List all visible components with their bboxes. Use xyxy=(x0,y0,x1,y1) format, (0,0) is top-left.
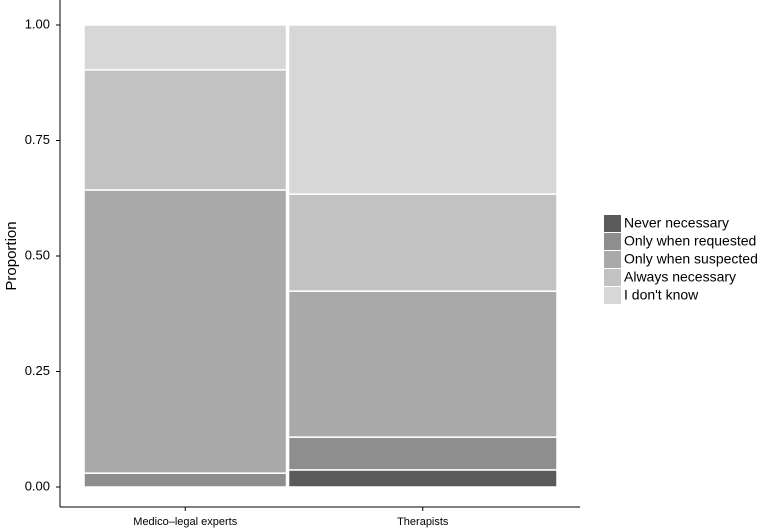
segment xyxy=(83,24,288,71)
legend-label: Always necessary xyxy=(624,269,736,285)
y-tick-label: 0.50 xyxy=(25,247,50,262)
segment xyxy=(83,472,288,488)
legend-swatch xyxy=(604,287,621,304)
y-tick-label: 0.75 xyxy=(25,132,50,147)
x-tick-label: Medico–legal experts xyxy=(133,516,237,528)
legend-swatch xyxy=(604,251,621,268)
x-tick-label: Therapists xyxy=(397,516,449,528)
segment xyxy=(83,69,288,191)
legend-label: I don't know xyxy=(624,287,699,303)
segment xyxy=(287,436,558,471)
legend-swatch xyxy=(604,233,621,250)
legend-label: Never necessary xyxy=(624,215,729,231)
legend-label: Only when requested xyxy=(624,233,756,249)
segment xyxy=(287,469,558,488)
segment xyxy=(287,290,558,438)
segment xyxy=(287,193,558,292)
y-axis-label: Proportion xyxy=(3,221,20,290)
y-tick-label: 1.00 xyxy=(25,16,50,31)
segment xyxy=(83,189,288,474)
y-tick-label: 0.00 xyxy=(25,478,50,493)
legend-swatch xyxy=(604,215,621,232)
segment xyxy=(287,24,558,195)
legend-swatch xyxy=(604,269,621,286)
legend-label: Only when suspected xyxy=(624,251,758,267)
y-tick-label: 0.25 xyxy=(25,363,50,378)
